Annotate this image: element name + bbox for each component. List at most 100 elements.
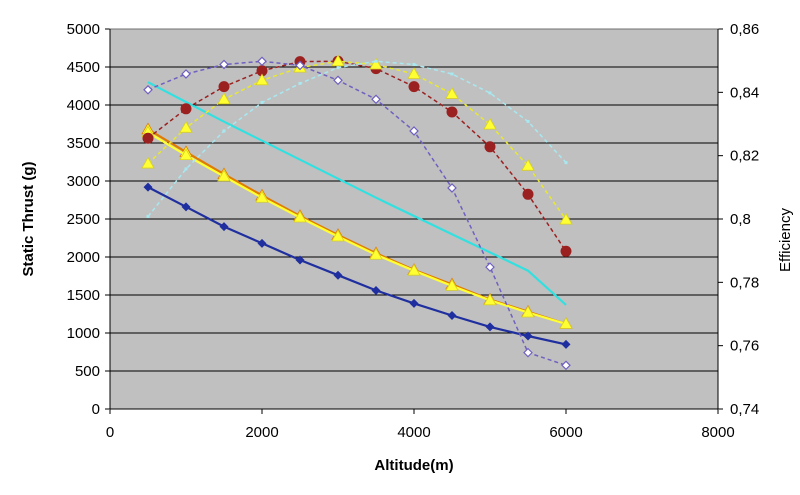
y-tick-label: 0: [92, 401, 100, 418]
data-point: [560, 245, 572, 257]
series-4: [147, 81, 567, 306]
data-point: [255, 73, 269, 86]
data-point: [559, 212, 573, 225]
data-point: [559, 317, 573, 329]
y-axis-title: Static Thrust (g): [20, 161, 37, 276]
data-point: [143, 182, 153, 192]
y-tick-label: 5000: [67, 21, 100, 38]
data-point: [143, 84, 153, 95]
data-point: [369, 57, 383, 70]
data-point: [484, 141, 496, 153]
x-tick-label: 0: [106, 424, 114, 441]
data-point: [217, 169, 231, 182]
data-point: [564, 161, 568, 165]
x-axis-title: Altitude(m): [374, 457, 453, 474]
data-point: [521, 305, 535, 318]
data-point: [561, 339, 571, 349]
data-point: [181, 69, 191, 79]
y-tick-label: 3000: [67, 173, 100, 190]
data-point: [180, 103, 192, 115]
y2-tick-label: 0,86: [730, 21, 759, 38]
x-tick-label: 4000: [397, 424, 430, 441]
y-tick-label: 2500: [67, 211, 100, 228]
y2-tick-label: 0,82: [730, 148, 759, 165]
data-point: [219, 222, 229, 232]
data-point: [257, 56, 267, 67]
data-point: [293, 210, 307, 223]
data-point: [526, 119, 530, 123]
y-tick-label: 3500: [67, 135, 100, 152]
data-point: [412, 62, 416, 66]
y2-tick-label: 0,8: [730, 211, 751, 228]
data-point: [522, 188, 534, 200]
series-line: [147, 60, 567, 367]
series-line: [147, 60, 567, 217]
data-point: [407, 263, 421, 276]
y-tick-label: 1000: [67, 325, 100, 342]
series-layer: [141, 54, 573, 371]
series-line: [147, 60, 567, 252]
data-point: [521, 158, 535, 171]
y-tick-label: 500: [75, 363, 100, 380]
data-point: [447, 311, 457, 321]
data-point: [146, 214, 150, 218]
data-point: [407, 67, 421, 79]
data-point: [485, 262, 495, 272]
data-point: [445, 87, 459, 99]
data-point: [257, 238, 267, 248]
y2-tick-label: 0,74: [730, 401, 759, 418]
y2-tick-label: 0,78: [730, 274, 759, 291]
data-point: [260, 100, 264, 104]
data-point: [298, 81, 302, 85]
data-point: [295, 60, 305, 71]
data-point: [485, 322, 495, 332]
x-tick-label: 2000: [245, 424, 278, 441]
data-point: [445, 279, 459, 291]
data-point: [336, 66, 340, 70]
data-point: [374, 59, 378, 63]
ticks-layer: 0 500 1000 1500 2000 2500 3000 3500 4000 4500 5000…: [67, 21, 760, 441]
data-point: [369, 247, 383, 260]
data-point: [483, 293, 497, 306]
data-point: [141, 156, 155, 169]
data-point: [333, 270, 343, 280]
data-point: [256, 65, 268, 77]
data-point: [222, 129, 226, 133]
y2-axis-title: Efficiency: [777, 208, 794, 272]
data-point: [333, 75, 343, 86]
y-tick-label: 4500: [67, 59, 100, 76]
data-point: [179, 120, 193, 133]
data-point: [483, 117, 497, 130]
y-tick-label: 1500: [67, 287, 100, 304]
data-point: [142, 132, 154, 144]
data-point: [217, 92, 231, 105]
data-point: [446, 106, 458, 118]
data-point: [331, 54, 345, 67]
series-6: [141, 54, 573, 225]
data-point: [255, 190, 269, 203]
data-point: [409, 126, 419, 136]
x-tick-label: 8000: [701, 424, 734, 441]
data-point: [295, 255, 305, 265]
data-point: [561, 360, 571, 371]
data-point: [181, 202, 191, 212]
data-point: [331, 229, 345, 242]
data-point: [523, 331, 533, 341]
series-8: [146, 59, 568, 218]
data-point: [450, 72, 454, 76]
data-point: [447, 183, 457, 193]
data-point: [371, 94, 381, 105]
y2-tick-label: 0,84: [730, 84, 759, 101]
series-3: [141, 125, 573, 329]
data-point: [409, 298, 419, 308]
data-point: [184, 167, 188, 171]
data-point: [179, 148, 193, 161]
x-tick-label: 6000: [549, 424, 582, 441]
data-point: [218, 81, 230, 93]
y-tick-label: 4000: [67, 97, 100, 114]
data-point: [523, 347, 533, 358]
y-tick-label: 2000: [67, 249, 100, 266]
series-1: [143, 182, 571, 349]
series-line: [147, 186, 567, 346]
